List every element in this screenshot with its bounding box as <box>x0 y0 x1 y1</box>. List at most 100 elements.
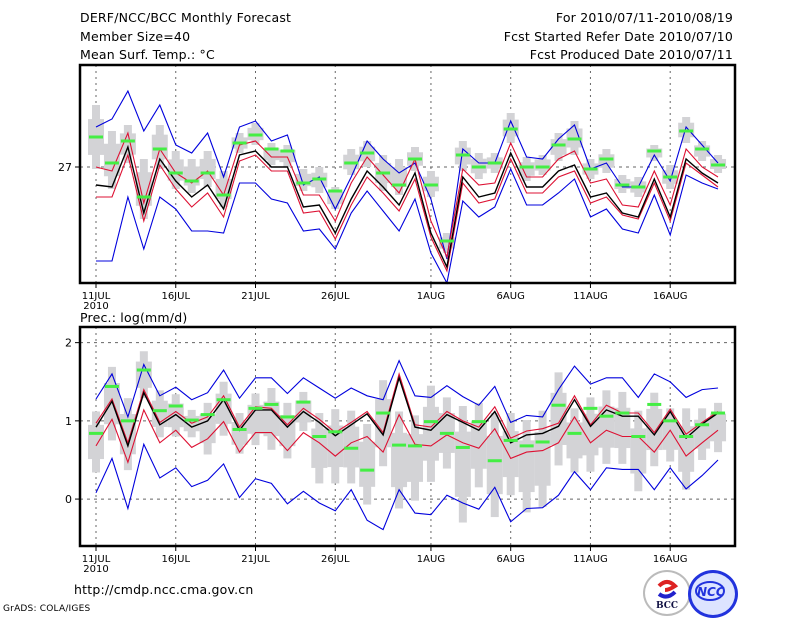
ncc-logo-icon: NCC <box>691 573 735 615</box>
prec-ensemble-marker <box>711 412 725 415</box>
temp-ensemble-marker <box>440 240 454 243</box>
prec-iqr-box <box>567 422 583 458</box>
prec-iqr-box <box>710 414 726 442</box>
prec-ensemble-marker <box>615 412 629 415</box>
prec-iqr-box <box>88 425 104 459</box>
prec-ensemble-marker <box>264 403 278 406</box>
prec-x-tick-label: 21JUL <box>241 554 270 565</box>
source-url[interactable]: http://cmdp.ncc.cma.gov.cn <box>74 582 254 597</box>
temp-ensemble-marker <box>488 162 502 165</box>
prec-iqr-box <box>391 433 407 487</box>
temp-ensemble-marker <box>201 172 215 175</box>
prec-ensemble-marker <box>472 420 486 423</box>
prec-ensemble-marker <box>647 403 661 406</box>
temp-ensemble-marker <box>376 172 390 175</box>
temp-x-tick-label: 6AUG <box>497 291 525 302</box>
prec-iqr-box <box>535 432 551 486</box>
prec-x-tick-label: 11AUG <box>573 554 608 565</box>
temp-iqr-box <box>598 154 614 167</box>
prec-ensemble-marker <box>89 432 103 435</box>
temp-ensemble-marker <box>264 148 278 151</box>
prec-ensemble-marker <box>679 435 693 438</box>
temp-ensemble-marker <box>105 162 119 165</box>
temp-ensemble-marker <box>392 184 406 187</box>
temp-ensemble-marker <box>217 194 231 197</box>
prec-ensemble-marker <box>169 404 183 407</box>
temp-ensemble-marker <box>185 180 199 183</box>
prec-y-tick-label: 0 <box>65 493 72 506</box>
prec-ensemble-marker <box>392 444 406 447</box>
temp-y-tick-label: 27 <box>58 161 72 174</box>
temp-iqr-box <box>120 133 136 154</box>
bcc-logo-icon: BCC <box>645 572 689 614</box>
temp-ensemble-marker <box>296 182 310 185</box>
prec-ensemble-marker <box>568 432 582 435</box>
temp-ensemble-marker <box>472 166 486 169</box>
temp-x-tick-label: 16AUG <box>653 291 688 302</box>
temp-x-tick-label: 11AUG <box>573 291 608 302</box>
prec-ensemble-marker <box>631 435 645 438</box>
prec-ensemble-marker <box>296 401 310 404</box>
temp-iqr-box <box>551 139 567 155</box>
prec-x-tick-label: 26JUL <box>321 554 350 565</box>
prec-ensemble-marker <box>249 407 263 410</box>
prec-x-tick-label: 16JUL <box>161 554 190 565</box>
ncc-logo-text: NCC <box>697 585 725 599</box>
temp-ensemble-marker <box>328 190 342 193</box>
temp-x-tick-label: 1AUG <box>417 291 445 302</box>
temp-ensemble-marker <box>89 136 103 139</box>
prec-ensemble-marker <box>456 446 470 449</box>
prec-ensemble-marker <box>583 407 597 410</box>
prec-ensemble-marker <box>488 459 502 462</box>
temp-ensemble-marker <box>424 184 438 187</box>
prec-y-tick-label: 2 <box>65 337 72 350</box>
bcc-logo-text: BCC <box>656 601 678 611</box>
temp-ensemble-marker <box>137 196 151 199</box>
prec-x-tick-label: 1AUG <box>417 554 445 565</box>
temp-ensemble-marker <box>456 154 470 157</box>
prec-ensemble-marker <box>344 447 358 450</box>
temp-x-tick-label: 26JUL <box>321 291 350 302</box>
prec-iqr-box <box>216 394 232 424</box>
temp-ensemble-marker <box>153 148 167 151</box>
temp-ensemble-marker <box>233 142 247 145</box>
temp-x-tick-label: 16JUL <box>161 291 190 302</box>
temp-ensemble-marker <box>360 152 374 155</box>
temp-ensemble-marker <box>631 186 645 189</box>
temp-ensemble-marker <box>121 140 135 143</box>
prec-iqr-box <box>423 407 439 461</box>
temp-iqr-box <box>152 135 168 160</box>
prec-iqr-box <box>487 436 503 494</box>
prec-ensemble-marker <box>536 440 550 443</box>
prec-ensemble-marker <box>233 428 247 431</box>
temp-ensemble-marker <box>647 150 661 153</box>
prec-x-tick-label: 6AUG <box>497 554 525 565</box>
prec-ensemble-marker <box>312 435 326 438</box>
prec-iqr-box <box>471 421 487 468</box>
temp-ensemble-marker <box>408 158 422 161</box>
temp-ensemble-marker <box>711 164 725 167</box>
prec-ensemble-marker <box>137 369 151 372</box>
prec-ensemble-marker <box>695 423 709 426</box>
temp-ensemble-marker <box>552 144 566 147</box>
prec-iqr-box <box>519 440 535 492</box>
prec-ensemble-marker <box>328 430 342 433</box>
temp-ensemble-marker <box>568 138 582 141</box>
temp-ensemble-marker <box>615 184 629 187</box>
temp-ensemble-marker <box>504 128 518 131</box>
ncc-logo: NCC <box>688 570 738 618</box>
prec-x-tick-label: 16AUG <box>653 554 688 565</box>
temp-year-label: 2010 <box>83 301 108 312</box>
prec-ensemble-marker <box>105 385 119 388</box>
prec-iqr-box <box>455 432 471 497</box>
prec-y-tick-label: 1 <box>65 415 72 428</box>
prec-ensemble-marker <box>201 413 215 416</box>
prec-ensemble-marker <box>663 419 677 422</box>
prec-ensemble-marker <box>360 469 374 472</box>
prec-ensemble-marker <box>440 432 454 435</box>
temp-ensemble-marker <box>583 168 597 171</box>
prec-ensemble-marker <box>520 444 534 447</box>
prec-ensemble-marker <box>504 439 518 442</box>
